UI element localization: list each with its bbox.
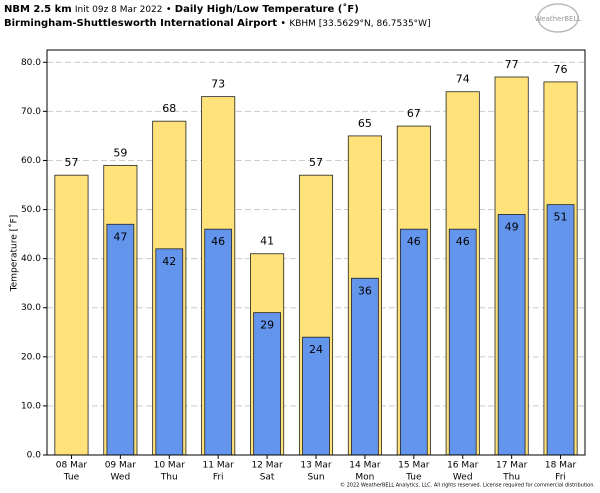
value-label: 65 — [358, 117, 372, 130]
high-bar — [54, 174, 89, 456]
x-tick-weekday: Fri — [555, 473, 566, 483]
low-bar — [253, 312, 281, 456]
value-label: 68 — [162, 102, 176, 115]
coords: KBHM [33.5629°N, 86.7535°W] — [289, 19, 430, 29]
sep: • — [166, 4, 172, 15]
value-label: 46 — [456, 235, 470, 248]
y-tick-label: 70.0 — [21, 107, 41, 117]
x-tick-label: 17 Mar — [496, 461, 528, 471]
value-label: 29 — [260, 319, 274, 332]
value-label: 57 — [64, 156, 78, 169]
y-tick-label: 40.0 — [21, 254, 41, 264]
x-tick-weekday: Thu — [160, 473, 178, 483]
y-tick-label: 20.0 — [21, 352, 41, 362]
y-tick-label: 0.0 — [27, 451, 42, 461]
low-bar — [448, 228, 477, 456]
low-bar — [204, 228, 233, 456]
x-tick-weekday: Wed — [453, 473, 473, 483]
low-bar — [302, 336, 330, 456]
x-tick-label: 11 Mar — [203, 461, 235, 471]
footer: © 2022 WeatherBELL Analytics, LLC. All r… — [340, 482, 595, 489]
x-tick-label: 09 Mar — [105, 461, 137, 471]
value-label: 74 — [456, 73, 470, 86]
title: NBM 2.5 km Init 09z 8 Mar 2022 • Daily H… — [4, 3, 359, 15]
value-label: 49 — [505, 220, 519, 233]
y-tick-label: 30.0 — [21, 303, 41, 313]
x-tick-weekday: Tue — [405, 473, 422, 483]
value-label: 67 — [407, 107, 421, 120]
value-label: 77 — [505, 58, 519, 71]
product: Daily High/Low Temperature (˚F) — [175, 3, 359, 15]
value-label: 76 — [554, 63, 568, 76]
x-tick-weekday: Fri — [213, 473, 224, 483]
value-label: 46 — [211, 235, 225, 248]
x-tick-weekday: Wed — [111, 473, 131, 483]
x-tick-weekday: Mon — [355, 473, 374, 483]
value-label: 24 — [309, 343, 323, 356]
low-bar — [155, 248, 184, 456]
value-label: 36 — [358, 284, 372, 297]
x-tick-weekday: Thu — [502, 473, 520, 483]
value-label: 46 — [407, 235, 421, 248]
value-label: 42 — [162, 255, 176, 268]
y-axis-label: Temperature [˚F] — [9, 215, 20, 293]
value-label: 51 — [554, 211, 568, 224]
low-bar — [546, 204, 575, 456]
low-bar — [106, 223, 135, 456]
logo: WeatherBELL — [535, 15, 582, 23]
logo-mark — [537, 3, 579, 33]
station: Birmingham-Shuttlesworth International A… — [4, 18, 277, 29]
x-tick-weekday: Sun — [307, 473, 324, 483]
plot-frame — [46, 49, 586, 456]
x-tick-label: 14 Mar — [349, 461, 381, 471]
x-tick-weekday: Sat — [260, 473, 275, 483]
y-tick-label: 10.0 — [21, 401, 41, 411]
value-label: 57 — [309, 156, 323, 169]
x-tick-label: 16 Mar — [447, 461, 479, 471]
low-bar — [497, 214, 526, 456]
subtitle: Birmingham-Shuttlesworth International A… — [4, 18, 431, 29]
value-label: 47 — [113, 230, 127, 243]
y-tick-label: 80.0 — [21, 58, 41, 68]
init: Init 09z 8 Mar 2022 — [75, 5, 163, 15]
x-tick-label: 13 Mar — [300, 461, 332, 471]
value-label: 73 — [211, 78, 225, 91]
model: NBM 2.5 km — [4, 4, 72, 15]
y-tick-label: 50.0 — [21, 205, 41, 215]
x-tick-label: 12 Mar — [251, 461, 283, 471]
x-tick-label: 08 Mar — [56, 461, 88, 471]
low-bar — [399, 228, 428, 456]
x-tick-weekday: Tue — [63, 473, 80, 483]
x-tick-label: 18 Mar — [545, 461, 577, 471]
x-tick-label: 15 Mar — [398, 461, 430, 471]
value-label: 59 — [113, 146, 127, 159]
value-label: 41 — [260, 235, 274, 248]
y-tick-label: 60.0 — [21, 156, 41, 166]
low-bar — [351, 277, 379, 456]
x-tick-label: 10 Mar — [154, 461, 186, 471]
sep: • — [280, 18, 286, 29]
